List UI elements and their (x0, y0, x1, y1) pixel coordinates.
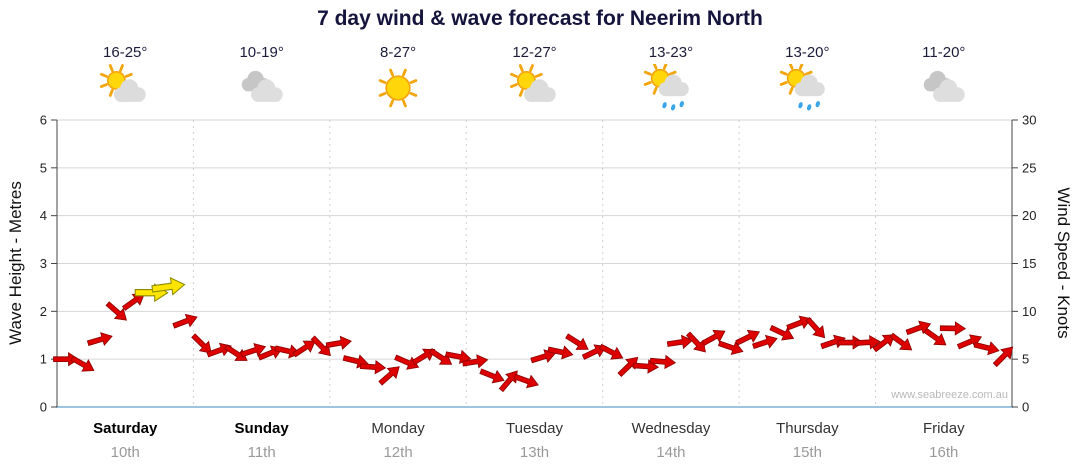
right-axis-tick: 5 (1022, 352, 1029, 367)
wind-arrow (274, 344, 301, 359)
left-axis-tick: 6 (40, 113, 47, 128)
sunny-icon (370, 64, 426, 112)
day-date: 12th (383, 444, 413, 461)
wind-arrow (786, 315, 812, 331)
day-name: Sunday (234, 420, 289, 437)
partly-cloudy-icon (97, 64, 153, 112)
wind-arrow (513, 373, 539, 389)
wind-arrow (359, 359, 387, 375)
wind-arrow (86, 332, 113, 347)
day-temp-range: 13-23° (648, 44, 694, 61)
wind-arrow (923, 327, 947, 346)
wind-arrow (939, 321, 967, 336)
day-temp-range: 8-27° (380, 44, 417, 61)
day-date: 15th (792, 444, 822, 461)
day-temp-range: 12-27° (512, 44, 557, 61)
wind-arrow (547, 345, 574, 360)
page-title: 7 day wind & wave forecast for Neerim No… (317, 7, 763, 30)
right-axis-tick: 20 (1022, 208, 1036, 223)
watermark: www.seabreeze.com.au (891, 389, 1008, 401)
wind-arrow (479, 368, 505, 384)
wind-arrow (872, 334, 896, 353)
wind-arrow (240, 343, 267, 358)
left-axis-tick: 5 (40, 160, 47, 175)
wind-arrow (565, 333, 589, 350)
right-axis-tick: 10 (1022, 304, 1036, 319)
wind-arrow (992, 346, 1014, 368)
wind-arrow (956, 334, 983, 350)
wind-arrow (292, 340, 316, 358)
day-temp-range: 13-20° (785, 44, 830, 61)
wind-arrow (701, 329, 726, 347)
day-name: Thursday (776, 420, 839, 437)
wind-arrow (685, 331, 706, 353)
right-axis-tick: 15 (1022, 256, 1036, 271)
right-axis-tick: 30 (1022, 113, 1036, 128)
day-temp-range: 10-19° (239, 44, 284, 61)
partly-cloudy-icon (507, 64, 563, 112)
wind-arrow (105, 301, 128, 321)
wind-arrow (378, 366, 400, 386)
wind-arrow (889, 332, 913, 351)
wind-arrow (428, 348, 453, 365)
day-name: Saturday (93, 420, 158, 437)
wind-arrow (666, 334, 694, 350)
day-date: 16th (929, 444, 959, 461)
wind-arrow (598, 343, 624, 360)
day-date: 10th (110, 444, 140, 461)
wind-arrow (854, 335, 881, 350)
right-axis-tick: 25 (1022, 160, 1036, 175)
wind-arrow (70, 355, 95, 372)
wind-arrows (53, 277, 1014, 393)
day-name: Friday (922, 420, 965, 437)
wind-arrow (310, 335, 331, 357)
wind-arrow (394, 354, 420, 370)
day-date: 11th (247, 444, 276, 461)
sun-showers-icon (643, 61, 699, 112)
wind-arrow (462, 354, 489, 369)
left-axis-tick: 0 (40, 400, 47, 415)
left-axis-tick: 4 (40, 208, 47, 223)
wind-arrow (121, 293, 145, 311)
wind-arrow (191, 333, 212, 354)
wind-arrow-strong (151, 277, 186, 296)
left-axis-tick: 3 (40, 256, 47, 271)
day-temp-range: 16-25° (103, 44, 148, 61)
day-name: Wednesday (631, 420, 711, 437)
day-name: Monday (371, 420, 425, 437)
cloudy-icon (916, 64, 972, 112)
day-temp-range: 11-20° (922, 44, 966, 61)
wind-arrow (649, 354, 677, 370)
wind-arrow (530, 349, 557, 364)
wind-arrow (224, 344, 248, 361)
right-axis-tick: 0 (1022, 400, 1029, 415)
wind-arrow (325, 335, 352, 351)
wind-arrow (805, 317, 826, 339)
wind-arrow (172, 313, 198, 329)
wind-arrow (769, 324, 795, 341)
wind-arrow (717, 340, 744, 355)
wind-arrow (752, 334, 778, 350)
day-date: 13th (519, 444, 550, 461)
left-axis-tick: 1 (40, 352, 47, 367)
sun-showers-icon (779, 61, 835, 112)
wind-arrow (735, 329, 761, 346)
day-date: 14th (656, 444, 686, 461)
cloudy-icon (234, 64, 290, 112)
day-name: Tuesday (506, 420, 563, 437)
wind-arrow (973, 341, 1000, 356)
wind-arrow (53, 351, 80, 367)
left-axis-tick: 2 (40, 304, 47, 319)
